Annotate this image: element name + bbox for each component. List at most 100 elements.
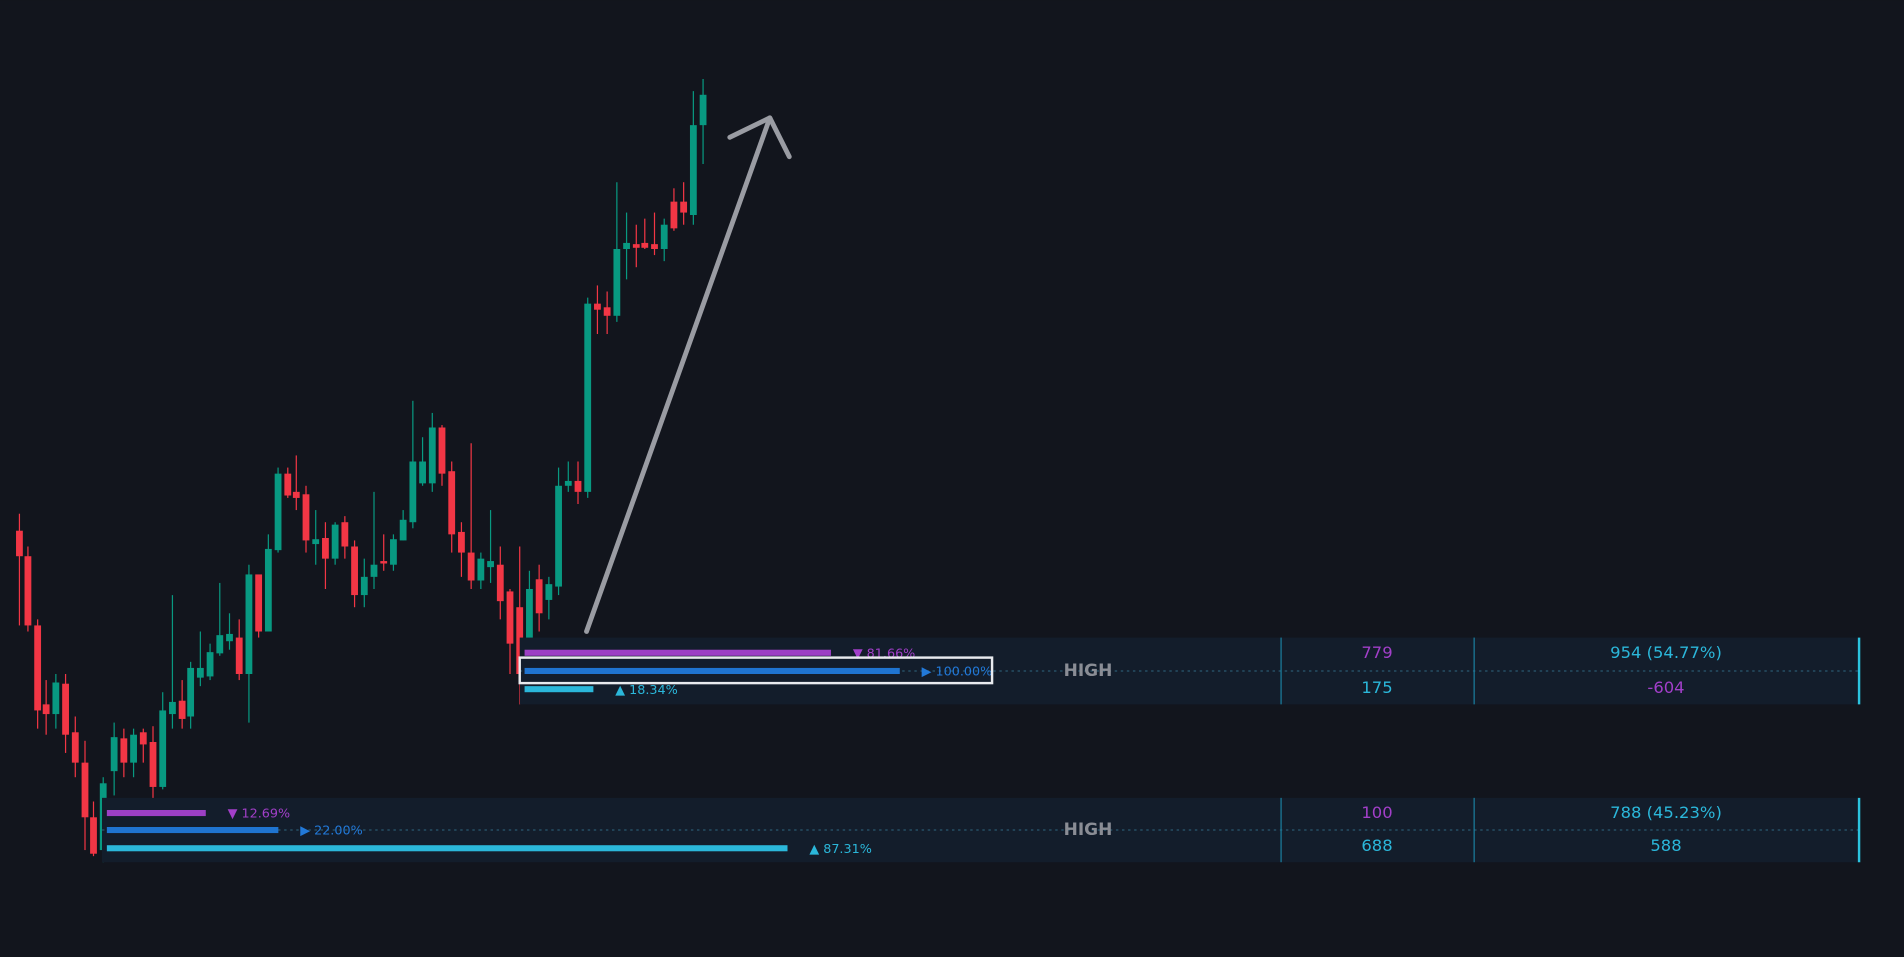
candle-body <box>613 249 621 316</box>
candle-body <box>477 558 485 581</box>
candle-body <box>419 461 426 484</box>
candle-body <box>216 635 224 654</box>
candle-body <box>16 530 23 557</box>
candle-body <box>255 574 263 632</box>
candle-body <box>574 480 582 492</box>
candle-body <box>467 552 475 581</box>
level-bar-label: ▶ 22.00% <box>300 824 362 839</box>
candle-body <box>52 682 60 715</box>
panel-label: HIGH <box>1064 820 1113 840</box>
candle-body <box>603 307 611 316</box>
candle-body <box>545 584 553 600</box>
candle-body <box>187 667 195 717</box>
level-bar <box>524 686 594 693</box>
panel-cell: 688 <box>1361 836 1392 855</box>
candle-body <box>71 732 79 763</box>
candle-body <box>130 734 137 763</box>
candle-body <box>689 125 697 215</box>
candle-body <box>584 303 592 492</box>
candle-body <box>206 652 214 677</box>
candle-body <box>535 579 543 614</box>
candle-body <box>90 817 97 854</box>
level-bar-label: ▶ 100.00% <box>922 665 993 680</box>
candle-body <box>641 242 649 248</box>
candle-body <box>331 524 339 559</box>
panel-cell: 779 <box>1361 643 1392 662</box>
level-bar <box>524 649 831 656</box>
panel-cell: 588 <box>1650 836 1681 855</box>
candle-body <box>670 201 678 229</box>
candle-body <box>496 564 504 602</box>
candle-body <box>169 701 176 715</box>
level-bar-label: ▼ 81.66% <box>853 646 915 661</box>
candle-body <box>149 742 157 787</box>
candle-body <box>284 473 292 496</box>
candle-body <box>506 591 514 644</box>
candle-body <box>448 471 456 535</box>
level-bar <box>524 667 900 674</box>
candle-body <box>360 576 368 596</box>
candle-body <box>341 522 349 547</box>
candle-body <box>245 574 253 674</box>
panel-cell: 788 (45.23%) <box>1610 803 1722 822</box>
candle-body <box>312 539 320 545</box>
level-bar-label: ▲ 87.31% <box>809 842 871 857</box>
candle-body <box>139 732 147 745</box>
candle-body <box>526 589 533 674</box>
candle-body <box>120 738 128 763</box>
panel-label: HIGH <box>1064 661 1113 681</box>
candle-body <box>322 538 329 559</box>
candle-body <box>42 704 50 715</box>
candle-body <box>178 700 186 719</box>
level-bar-label: ▼ 12.69% <box>228 807 290 822</box>
arrow-shaft <box>584 115 773 634</box>
candle-body <box>660 224 668 249</box>
candle-body <box>34 625 42 711</box>
level-bar <box>106 845 788 852</box>
level-bar <box>106 810 206 817</box>
candle-body <box>651 244 658 249</box>
level-bar <box>106 827 279 834</box>
panel-cell: 100 <box>1361 803 1392 822</box>
selection-box <box>518 656 994 685</box>
candle-body <box>390 539 397 565</box>
candle-body <box>110 737 118 772</box>
candle-body <box>24 556 32 626</box>
panel-cell: 954 (54.77%) <box>1610 643 1722 662</box>
level-bar-label: ▲ 18.34% <box>615 683 677 698</box>
candle-body <box>623 242 630 249</box>
candle-body <box>196 667 204 678</box>
candle-body <box>274 473 282 551</box>
candle-body <box>699 94 707 126</box>
candle-body <box>226 633 233 642</box>
panel-background <box>102 797 1860 863</box>
arrow-head <box>727 115 792 160</box>
candle-body <box>399 519 407 541</box>
candle-body <box>264 548 272 632</box>
candle-body <box>594 303 601 310</box>
candle-body <box>632 244 640 248</box>
candle-body <box>487 561 494 568</box>
candle-body <box>380 561 388 564</box>
panel-cell: 175 <box>1361 678 1392 697</box>
candle-body <box>81 762 89 818</box>
panel-cell: -604 <box>1647 678 1684 697</box>
candle-body <box>680 201 688 213</box>
candle-body <box>458 531 465 553</box>
arrow <box>584 115 792 634</box>
candle-body <box>555 485 562 587</box>
panels: ▼ 81.66% ▶ 100.00% ▲ 18.34% HIGH 779 954 (54.… <box>101 637 1861 863</box>
candle-body <box>351 546 358 596</box>
candle-body <box>370 564 378 577</box>
candle-body <box>62 683 69 735</box>
candle-body <box>159 710 167 787</box>
candle-body <box>438 427 446 474</box>
candle-body <box>235 637 243 674</box>
candle-body <box>409 461 417 523</box>
candle-body <box>564 480 572 486</box>
candle-body <box>302 494 310 541</box>
candle-body <box>292 491 300 498</box>
candle-body <box>428 427 436 484</box>
